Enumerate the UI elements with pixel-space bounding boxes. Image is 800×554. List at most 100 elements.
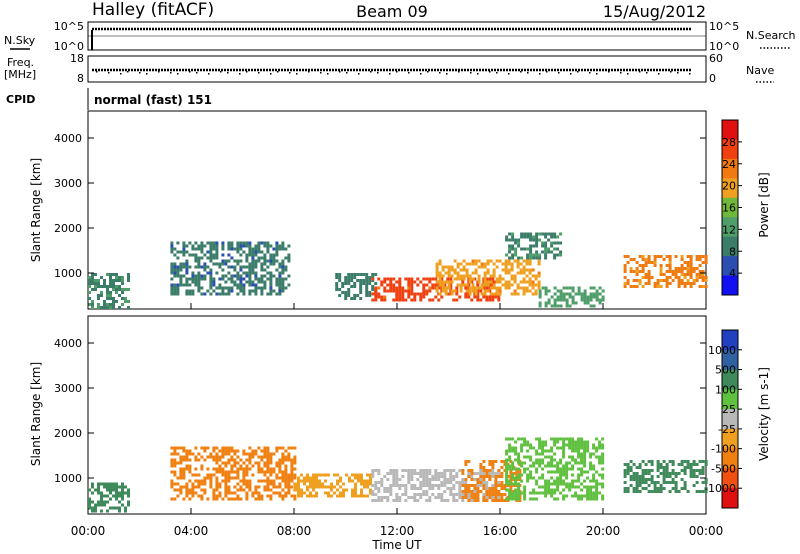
freq-point	[139, 72, 141, 74]
freq-point	[458, 71, 460, 73]
freq-point	[327, 73, 329, 75]
ytick-label: 4000	[54, 337, 82, 350]
freq-point	[389, 73, 391, 75]
colorbar-tick-label: 500	[715, 364, 736, 377]
freq-point	[689, 73, 691, 75]
freq-point	[477, 73, 479, 75]
freq-point	[196, 72, 198, 74]
freq-point	[658, 73, 660, 75]
colorbar-tick-label: 100	[715, 383, 736, 396]
cpid-text: normal (fast) 151	[94, 93, 212, 107]
freq-point	[546, 71, 548, 73]
freq-point	[308, 71, 310, 73]
freq-tick-bottom: 8	[77, 72, 84, 85]
freq-point	[108, 72, 110, 74]
data-region-4	[435, 259, 541, 296]
freq-point	[96, 71, 98, 73]
ytick-label: 2000	[54, 222, 82, 235]
power-colorbar: 4 8 12 16 20 24 28	[721, 119, 742, 296]
colorbar-segment	[722, 349, 738, 371]
freq-point	[377, 72, 379, 74]
data-region-2	[335, 273, 378, 300]
station-title: Halley (fitACF)	[92, 0, 214, 20]
ytick-label: 1000	[54, 267, 82, 280]
xtick-label: 04:00	[174, 524, 209, 538]
xtick-label: 00:00	[689, 524, 724, 538]
colorbar-segment	[722, 428, 738, 450]
freq-tick-top: 18	[70, 52, 84, 65]
freq-panel: 18 8 60 0	[70, 52, 723, 85]
freq-point	[120, 73, 122, 75]
colorbar-segment	[722, 369, 738, 390]
colorbar-segment	[722, 197, 738, 218]
colorbar-segment	[722, 256, 738, 277]
colorbar-tick-label: 4	[729, 267, 736, 280]
freq-point	[170, 72, 172, 74]
colorbar-tick-label: 25	[722, 403, 736, 416]
colorbar-tick-label: 12	[722, 223, 736, 236]
freq-point	[420, 73, 422, 75]
nsky-tick-top-left: 10^5	[54, 20, 84, 33]
ytick-label: 1000	[54, 472, 82, 485]
power-colorbar-label: Power [dB]	[757, 172, 771, 237]
colorbar-segment	[722, 409, 738, 430]
data-region-5	[505, 437, 605, 501]
data-region-3	[371, 469, 501, 502]
freq-point	[227, 72, 229, 74]
freq-point	[358, 73, 360, 75]
freq-point	[270, 73, 272, 75]
nsky-panel: 10^5 10^0 10^5 10^0	[54, 20, 739, 53]
freq-point	[489, 71, 491, 73]
colorbar-segment	[722, 468, 738, 489]
freq-point	[370, 71, 372, 73]
colorbar-tick-label: 28	[722, 136, 736, 149]
ytick-label: 3000	[54, 177, 82, 190]
nsky-label: N.Sky	[4, 34, 36, 47]
cpid-label: CPID	[6, 93, 35, 106]
nave-tick-top: 60	[709, 52, 723, 65]
freq-point	[570, 73, 572, 75]
colorbar-tick-label: 20	[722, 180, 736, 193]
freq-point	[596, 73, 598, 75]
xtick-label: 08:00	[277, 524, 312, 538]
freq-point	[627, 73, 629, 75]
xtick-label: 20:00	[586, 524, 621, 538]
data-region-6	[623, 460, 708, 493]
velocity-colorbar: 1000 500 100 25 -25 -100 -500 -1000	[704, 329, 742, 509]
freq-label-line1: Freq.	[7, 56, 34, 69]
data-region-1	[170, 241, 291, 296]
freq-point	[639, 71, 641, 73]
data-region-2	[294, 473, 372, 498]
xtick-label: 16:00	[483, 524, 518, 538]
velocity-panel: 1000 2000 3000 4000 Slant Range [km] 1000 50…	[29, 315, 771, 515]
xtick-label: 12:00	[380, 524, 415, 538]
freq-point	[346, 72, 348, 74]
freq-point	[289, 72, 291, 74]
freq-point	[296, 73, 298, 75]
colorbar-segment	[722, 488, 738, 509]
colorbar-tick-label: -1000	[704, 482, 736, 495]
data-region-0	[88, 482, 130, 513]
freq-point	[177, 73, 179, 75]
velocity-ylabel: Slant Range [km]	[29, 362, 43, 466]
colorbar-segment	[722, 236, 738, 257]
freq-point	[208, 73, 210, 75]
ytick-label: 4000	[54, 132, 82, 145]
freq-point	[246, 71, 248, 73]
freq-point	[258, 72, 260, 74]
colorbar-segment	[722, 448, 738, 469]
freq-point	[620, 72, 622, 74]
freq-point	[408, 72, 410, 74]
data-region-5	[505, 232, 563, 260]
freq-point	[427, 71, 429, 73]
ytick-label: 2000	[54, 427, 82, 440]
freq-point	[577, 71, 579, 73]
freq-point	[146, 73, 148, 75]
time-axis: 00:00 04:00 08:00 12:00 16:00 20:00 00:00	[71, 303, 724, 538]
freq-point	[677, 72, 679, 74]
freq-point	[189, 71, 191, 73]
data-region-0	[88, 273, 130, 309]
freq-point	[239, 73, 241, 75]
freq-point	[396, 71, 398, 73]
